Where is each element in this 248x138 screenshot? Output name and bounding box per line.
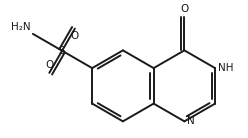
Text: O: O	[180, 4, 188, 14]
Text: NH: NH	[217, 63, 233, 73]
Text: N: N	[187, 116, 195, 126]
Text: S: S	[59, 46, 65, 56]
Text: O: O	[71, 31, 79, 41]
Text: O: O	[45, 60, 53, 70]
Text: H₂N: H₂N	[11, 22, 31, 32]
